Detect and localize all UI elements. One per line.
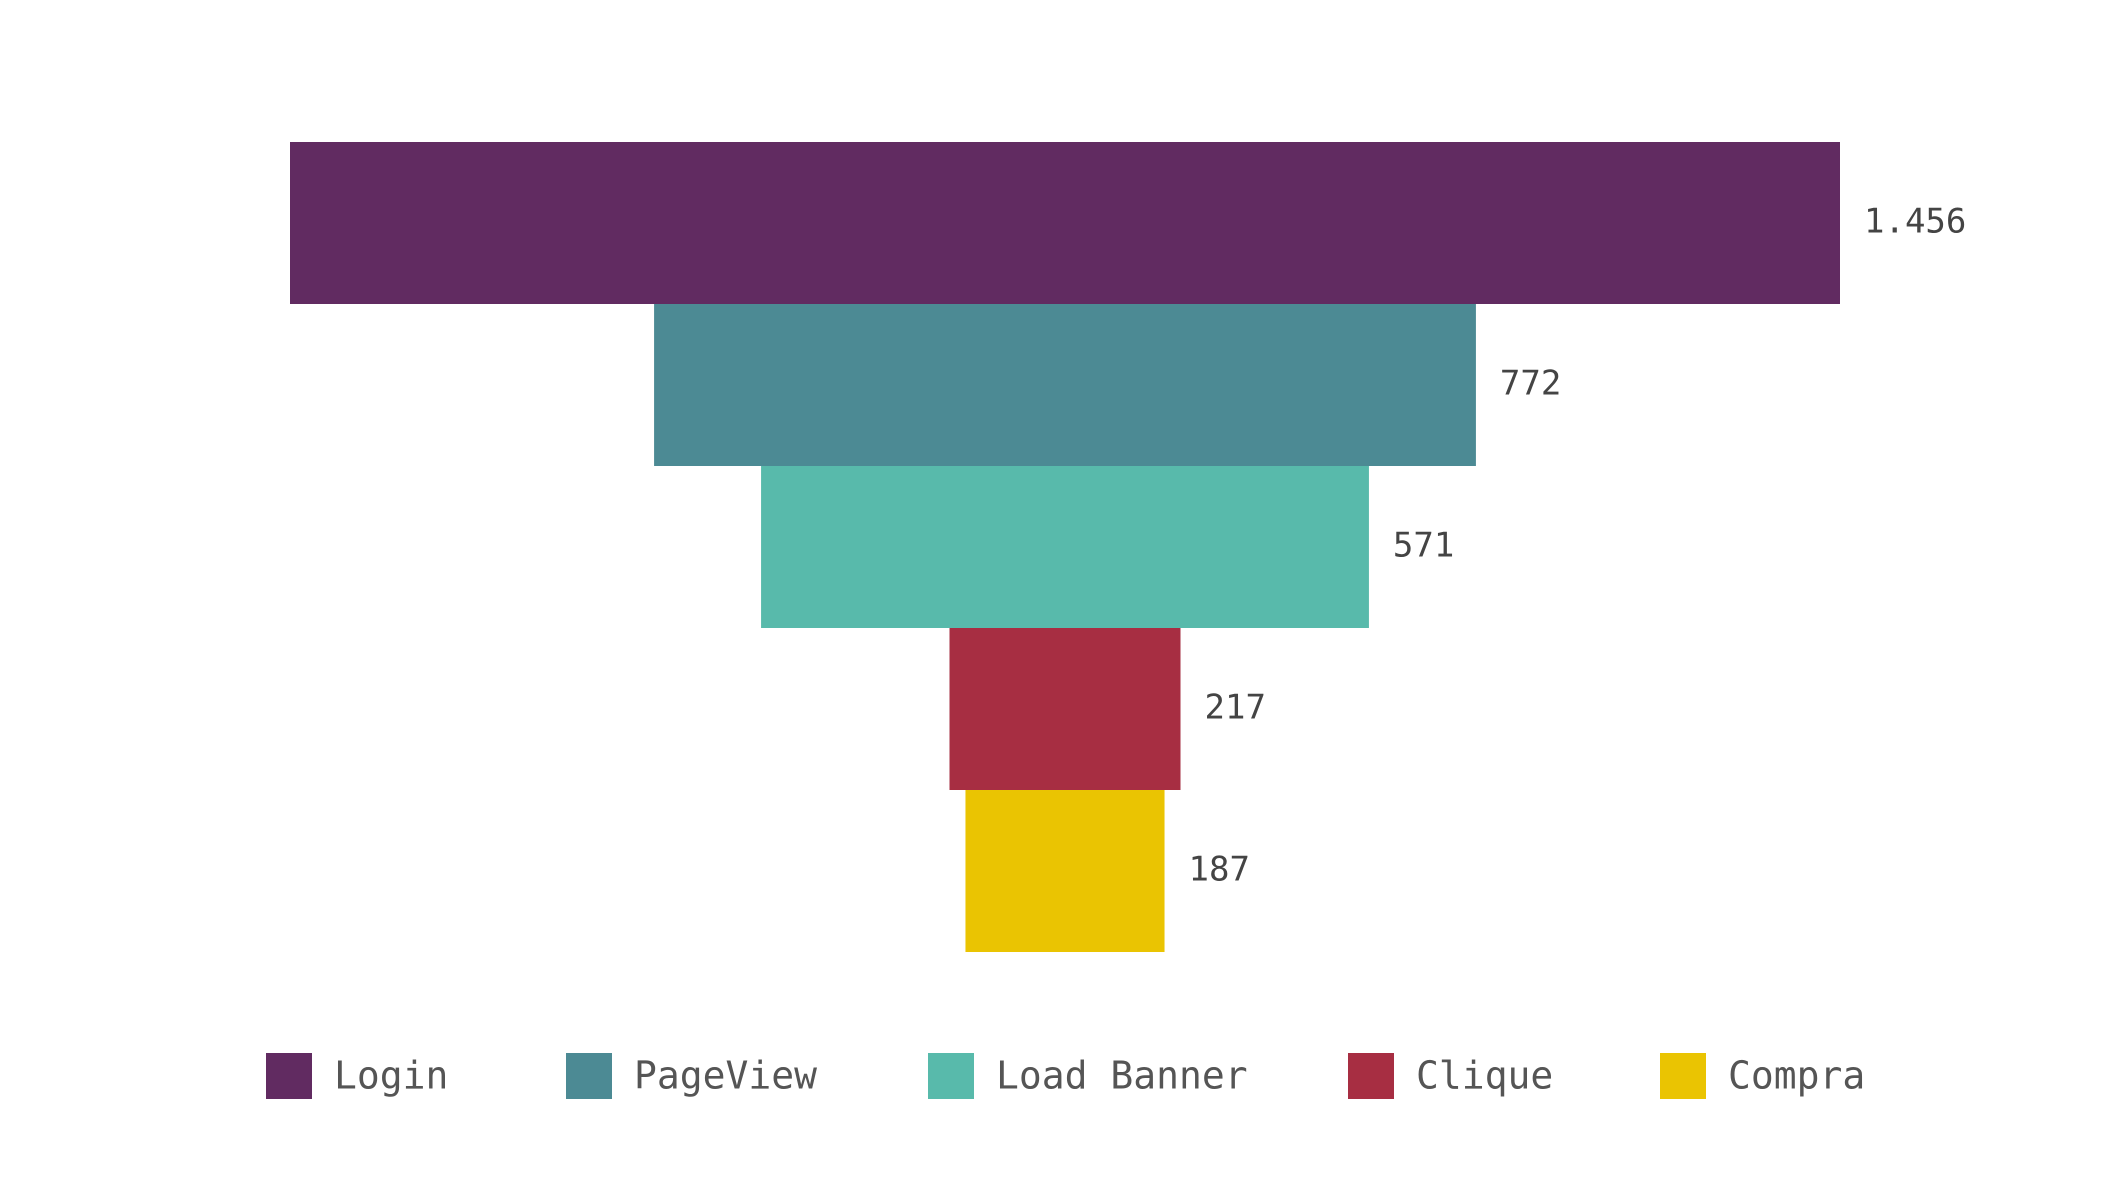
funnel-bar-pageview: [654, 304, 1476, 466]
value-label-compra: 187: [1189, 850, 1250, 890]
value-label-load-banner: 571: [1393, 526, 1454, 566]
legend-item-compra: Compra: [1660, 1053, 1865, 1099]
legend-swatch-clique: [1348, 1053, 1394, 1099]
funnel-bar-clique: [949, 628, 1181, 790]
legend-label-pageview: PageView: [634, 1054, 817, 1098]
legend-swatch-login: [266, 1053, 312, 1099]
value-label-clique: 217: [1205, 688, 1266, 728]
legend-label-clique: Clique: [1416, 1054, 1553, 1098]
funnel-value-labels: 1.456 772 571 217 187: [1189, 202, 1967, 890]
legend-swatch-pageview: [566, 1053, 612, 1099]
value-label-login: 1.456: [1864, 202, 1966, 242]
funnel-bar-load-banner: [761, 466, 1369, 628]
value-label-pageview: 772: [1500, 364, 1561, 404]
legend-item-clique: Clique: [1348, 1053, 1553, 1099]
funnel-bar-login: [290, 142, 1840, 304]
legend-item-pageview: PageView: [566, 1053, 817, 1099]
legend-swatch-load-banner: [928, 1053, 974, 1099]
legend-swatch-compra: [1660, 1053, 1706, 1099]
legend-label-login: Login: [334, 1054, 448, 1098]
legend-item-login: Login: [266, 1053, 448, 1099]
funnel-bars: [290, 142, 1840, 952]
legend-label-load-banner: Load Banner: [996, 1054, 1248, 1098]
legend-label-compra: Compra: [1728, 1054, 1865, 1098]
legend-item-load-banner: Load Banner: [928, 1053, 1248, 1099]
legend: Login PageView Load Banner Clique Compra: [266, 1053, 1865, 1099]
funnel-bar-compra: [965, 790, 1165, 952]
